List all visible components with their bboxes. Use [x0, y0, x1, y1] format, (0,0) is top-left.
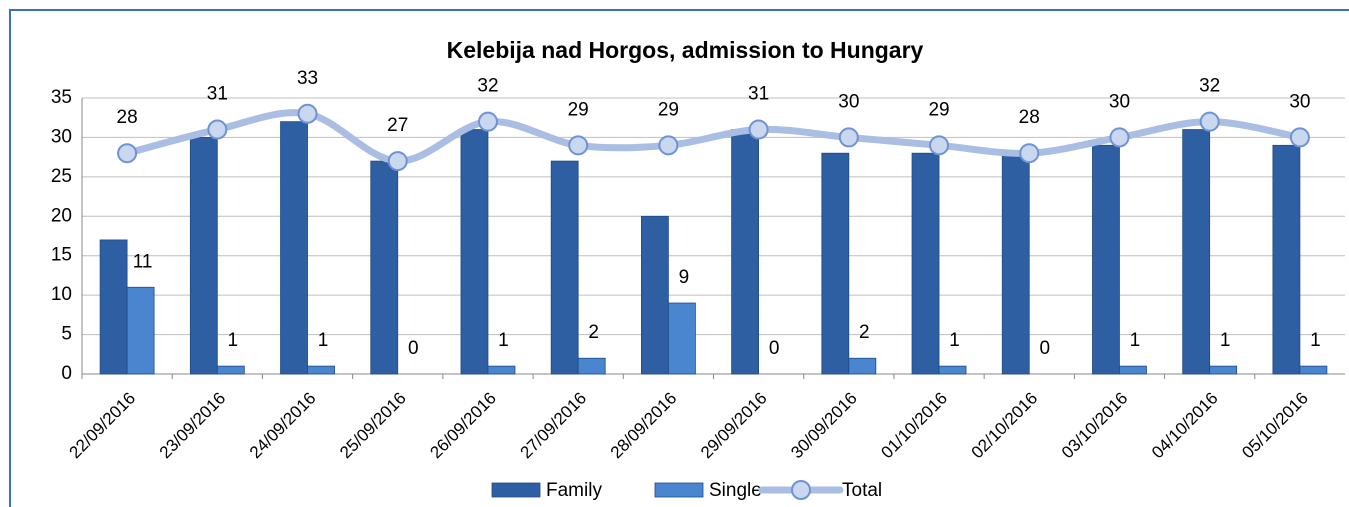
data-label: 0 [408, 338, 419, 359]
data-label: 0 [1039, 338, 1050, 359]
data-label: 1 [318, 330, 329, 351]
bar [189, 137, 218, 375]
y-tick-label: 15 [51, 245, 72, 266]
point [117, 143, 138, 164]
bar [731, 129, 760, 375]
data-label: 29 [928, 99, 949, 120]
bar [126, 286, 155, 375]
bar [280, 121, 308, 375]
data-label: 1 [228, 330, 239, 351]
bar [460, 129, 489, 375]
bar [1209, 365, 1238, 375]
bar [848, 357, 877, 375]
data-label: 31 [207, 84, 228, 105]
bar [911, 152, 940, 375]
bar [487, 365, 516, 375]
point [838, 127, 859, 148]
bar [1299, 365, 1328, 375]
data-label: 9 [679, 267, 690, 288]
data-label: 32 [477, 76, 498, 97]
y-tick-label: 25 [51, 166, 72, 187]
data-label: 30 [1289, 91, 1310, 112]
point [1199, 111, 1220, 132]
point [387, 151, 408, 172]
bar [1119, 365, 1147, 375]
point [207, 119, 228, 140]
point [748, 119, 769, 140]
data-label: 11 [133, 251, 153, 272]
bar [1182, 129, 1211, 375]
bar [1001, 152, 1030, 375]
legend-swatch [491, 482, 541, 498]
data-label: 32 [1199, 76, 1220, 97]
chart-border [9, 9, 1349, 507]
bar [370, 160, 399, 375]
point [1289, 127, 1310, 148]
data-label: 1 [1220, 330, 1231, 351]
data-label: 1 [1130, 330, 1141, 351]
bar [667, 302, 696, 375]
point [568, 135, 589, 156]
data-label: 31 [748, 84, 769, 105]
data-label: 2 [859, 322, 870, 343]
data-label: 33 [297, 68, 318, 89]
data-label: 29 [568, 99, 589, 120]
point [658, 135, 679, 156]
bar [216, 365, 245, 375]
y-tick-label: 30 [51, 126, 72, 147]
data-label: 29 [658, 99, 679, 120]
legend-label: Single [709, 480, 762, 501]
data-label: 28 [117, 107, 138, 128]
bar [938, 365, 967, 375]
data-label: 1 [949, 330, 960, 351]
data-label: 2 [588, 322, 599, 343]
legend-marker [791, 480, 811, 500]
y-tick-label: 0 [61, 363, 72, 384]
point [1109, 127, 1130, 148]
bar [1272, 144, 1301, 375]
y-tick-label: 20 [51, 205, 72, 226]
legend-label: Family [546, 480, 602, 501]
chart-title: Kelebija nad Horgos, admission to Hungar… [447, 37, 924, 63]
y-tick-label: 35 [51, 87, 72, 108]
data-label: 1 [1310, 330, 1321, 351]
bar [550, 160, 579, 375]
bar [307, 365, 335, 375]
bar [640, 215, 669, 375]
bar [577, 357, 606, 375]
bar [821, 152, 850, 375]
point [297, 103, 318, 124]
point [477, 111, 498, 132]
point [1019, 143, 1040, 164]
line [123, 109, 1304, 165]
data-label: 30 [1109, 91, 1130, 112]
data-label: 28 [1019, 107, 1040, 128]
data-label: 1 [498, 330, 509, 351]
y-tick-label: 5 [61, 324, 72, 345]
data-label: 0 [769, 338, 780, 359]
legend-label: Total [842, 480, 882, 501]
bar [1092, 144, 1120, 375]
data-label: 27 [387, 115, 408, 136]
y-tick-label: 10 [51, 284, 72, 305]
point [929, 135, 950, 156]
bar [99, 239, 128, 375]
data-label: 30 [838, 91, 859, 112]
legend-swatch [654, 482, 704, 498]
